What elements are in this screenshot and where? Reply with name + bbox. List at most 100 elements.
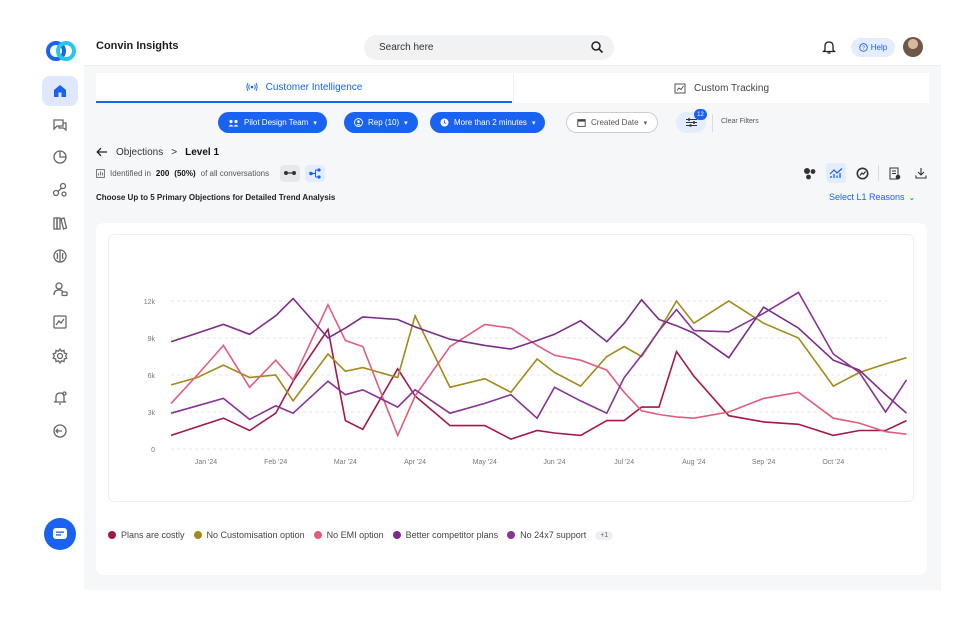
chevron-down-icon: ▾ — [313, 119, 317, 127]
x-tick-label: Feb '24 — [264, 459, 287, 466]
search-placeholder: Search here — [379, 42, 434, 53]
calendar-icon — [577, 119, 586, 127]
x-tick-label: Sep '24 — [752, 459, 776, 466]
legend-item[interactable]: Better competitor plans — [392, 530, 498, 540]
filter-duration-label: More than 2 minutes — [454, 118, 527, 127]
export-report-button[interactable] — [885, 163, 905, 183]
nav-brain-icon[interactable] — [42, 241, 78, 271]
nav-conversations-icon[interactable] — [42, 110, 78, 140]
chevron-down-icon: ⌄ — [908, 192, 916, 202]
linear-view-toggle[interactable] — [280, 164, 301, 182]
legend-label: No EMI option — [326, 530, 384, 540]
chat-icon — [53, 528, 67, 539]
tab-customer-intelligence[interactable]: Customer Intelligence — [96, 73, 512, 103]
y-tick-label: 9k — [148, 336, 156, 343]
tree-view-toggle[interactable] — [305, 164, 326, 182]
trend-chart-container: 0 3k 6k 9k 12k Jan '24 Feb '24 Mar '24 Apr '24 M… — [108, 234, 914, 502]
legend-item[interactable]: No 24x7 support — [507, 530, 586, 540]
chart-series — [170, 291, 908, 440]
breadcrumb: Objections > Level 1 — [96, 145, 219, 159]
filter-date-dropdown[interactable]: Created Date ▾ — [566, 112, 659, 133]
x-tick-label: Mar '24 — [334, 459, 357, 466]
filter-duration-dropdown[interactable]: More than 2 minutes ▾ — [430, 112, 546, 133]
series-line-5[interactable] — [170, 291, 908, 421]
app-title: Convin Insights — [96, 40, 179, 52]
filter-count-badge: 12 — [694, 109, 707, 120]
legend-item[interactable]: No EMI option — [313, 530, 384, 540]
help-label: Help — [870, 43, 888, 52]
filter-rep-dropdown[interactable]: Rep (10) ▾ — [344, 112, 418, 133]
tab-custom-tracking[interactable]: Custom Tracking — [513, 73, 929, 103]
download-icon — [915, 168, 927, 179]
trend-card: 0 3k 6k 9k 12k Jan '24 Feb '24 Mar '24 Apr '24 M… — [96, 223, 927, 575]
breadcrumb-separator: > — [171, 146, 178, 158]
back-arrow-icon[interactable] — [96, 147, 108, 157]
legend-item[interactable]: Plans are costly — [108, 530, 185, 540]
filter-date-label: Created Date — [591, 118, 639, 127]
tree-branch-icon — [309, 167, 321, 179]
tools-divider — [878, 165, 879, 181]
x-tick-label: Aug '24 — [682, 459, 706, 466]
user-avatar[interactable] — [903, 37, 923, 57]
help-button[interactable]: ? Help — [851, 38, 895, 57]
x-tick-label: Jan '24 — [195, 459, 217, 466]
x-tick-label: Oct '24 — [822, 459, 844, 466]
legend-dot — [313, 531, 322, 539]
convin-logo[interactable] — [46, 40, 76, 62]
instruction-text: Choose Up to 5 Primary Objections for De… — [96, 193, 336, 202]
nav-analytics-pie-icon[interactable] — [42, 142, 78, 172]
nav-home-icon[interactable] — [42, 76, 78, 106]
search-icon[interactable] — [590, 40, 604, 54]
legend-label: No 24x7 support — [520, 530, 587, 540]
sidebar — [36, 30, 84, 590]
nav-users-icon[interactable] — [42, 274, 78, 304]
legend-label: No Customisation option — [206, 530, 305, 540]
nav-notifications-bell-icon[interactable] — [42, 383, 78, 413]
identified-suffix: of all conversations — [200, 168, 270, 178]
bubble-view-button[interactable] — [800, 163, 820, 183]
search-input[interactable]: Search here — [364, 35, 614, 60]
select-l1-reasons-dropdown[interactable]: Select L1 Reasons ⌄ — [829, 192, 915, 202]
legend-dot — [193, 531, 202, 539]
gauge-view-button[interactable] — [852, 163, 872, 183]
nav-logout-icon[interactable] — [42, 416, 78, 446]
clear-filters-button[interactable]: Clear Filters — [721, 118, 759, 125]
filter-team-dropdown[interactable]: Pilot Design Team ▾ — [218, 112, 327, 133]
identified-count: 200 — [155, 168, 170, 178]
x-tick-label: Jun '24 — [543, 459, 565, 466]
breadcrumb-current: Level 1 — [185, 146, 220, 158]
identified-percent: (50%) — [174, 168, 196, 178]
tab-custom-tracking-label: Custom Tracking — [693, 82, 770, 94]
nav-library-icon[interactable] — [42, 208, 78, 238]
chat-support-button[interactable] — [44, 518, 76, 550]
notification-bell-icon[interactable] — [822, 39, 836, 55]
nav-settings-gear-icon[interactable] — [42, 341, 78, 371]
series-line-2[interactable] — [170, 299, 907, 403]
nav-network-icon[interactable] — [42, 175, 78, 205]
legend-item[interactable]: No Customisation option — [193, 530, 305, 540]
trend-line-chart: 0 3k 6k 9k 12k Jan '24 Feb '24 Mar '24 Apr '24 M… — [144, 291, 908, 466]
legend-more-badge[interactable]: +1 — [595, 530, 614, 540]
module-tabs: Customer Intelligence Custom Tracking — [96, 73, 929, 103]
filter-team-label: Pilot Design Team — [244, 118, 309, 127]
filter-divider — [712, 114, 713, 132]
filter-bar: Pilot Design Team ▾ Rep (10) ▾ More than… — [84, 109, 941, 134]
series-line-3[interactable] — [170, 302, 907, 438]
identified-summary: Identified in 200 (50%) of all conversat… — [96, 164, 326, 182]
y-tick-label: 3k — [148, 410, 156, 417]
filter-rep-label: Rep (10) — [368, 118, 400, 127]
top-header: Convin Insights Search here ? Help — [84, 28, 941, 66]
download-button[interactable] — [911, 163, 931, 183]
help-circle-icon: ? — [859, 43, 868, 52]
nav-trend-chart-icon[interactable] — [42, 307, 78, 337]
series-line-4[interactable] — [170, 297, 908, 414]
rep-user-icon — [354, 118, 363, 127]
bubbles-icon — [804, 167, 816, 179]
legend-label: Plans are costly — [121, 530, 185, 540]
report-icon — [96, 168, 105, 178]
svg-text:?: ? — [862, 46, 865, 52]
chart-grid — [171, 300, 887, 450]
line-view-button[interactable] — [826, 163, 846, 183]
series-line-1[interactable] — [170, 327, 907, 440]
breadcrumb-parent[interactable]: Objections — [116, 146, 164, 158]
